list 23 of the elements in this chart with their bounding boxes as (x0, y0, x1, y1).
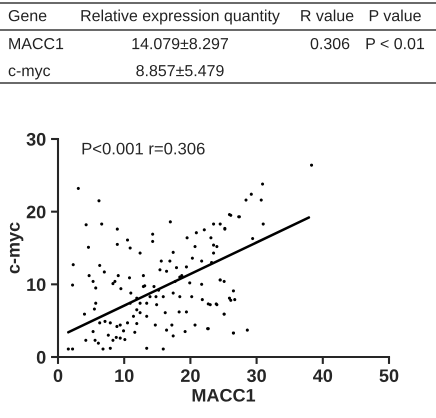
x-tick-label: 30 (246, 369, 266, 382)
text: P value (370, 10, 421, 22)
x-tick-label: 50 (380, 369, 398, 382)
y-tick-label: 20 (26, 206, 46, 218)
annotation: P<0.001 r=0.306 (82, 142, 205, 155)
text: R value (301, 10, 354, 22)
y-tick-label: 10 (27, 278, 46, 292)
x-tick-label: 10 (115, 369, 134, 382)
text: Gene (8, 10, 46, 22)
y-axis-title: c-myc (10, 222, 24, 274)
y-tick-label: 30 (26, 132, 46, 146)
x-tick-label: 20 (180, 369, 200, 382)
text: P < 0.01 (366, 38, 424, 50)
text: MACC1 (9, 38, 64, 50)
text: 0.306 (310, 38, 350, 50)
x-tick-label: 40 (313, 369, 332, 382)
text: 14.079±8.297 (132, 38, 228, 50)
x-axis-title: MACC1 (192, 388, 256, 402)
text: c-myc (8, 68, 50, 80)
text: Relative expression quantity (81, 10, 280, 24)
y-tick-label: 0 (36, 350, 46, 364)
x-tick-label: 0 (54, 369, 62, 382)
text: 8.857±5.479 (136, 64, 224, 76)
